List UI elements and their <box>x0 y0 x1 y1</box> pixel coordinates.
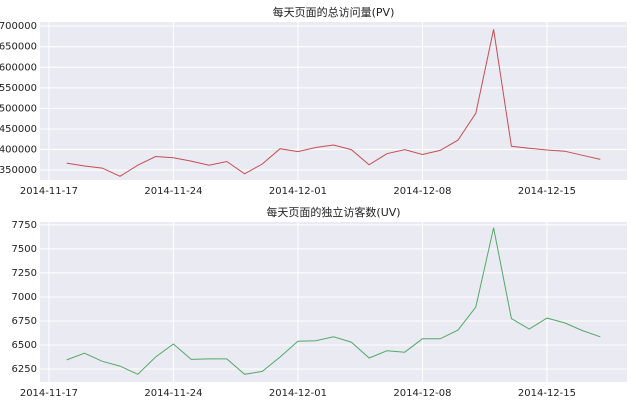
line-series <box>66 29 601 177</box>
line-series <box>66 227 601 375</box>
y-tick-label: 500000 <box>0 103 37 114</box>
x-tick-label: 2014-11-24 <box>144 388 202 399</box>
y-tick-label: 7500 <box>12 244 37 255</box>
x-tick-label: 2014-11-17 <box>20 388 78 399</box>
y-tick-label: 550000 <box>0 83 37 94</box>
chart-title: 每天页面的总访问量(PV) <box>273 5 395 19</box>
y-tick-label: 6750 <box>12 316 37 327</box>
y-tick-label: 6250 <box>12 364 37 375</box>
x-tick-label: 2014-11-24 <box>144 186 202 197</box>
x-tick-label: 2014-12-08 <box>393 186 451 197</box>
y-tick-label: 350000 <box>0 165 37 176</box>
y-tick-label: 7250 <box>12 268 37 279</box>
y-tick-label: 650000 <box>0 42 37 53</box>
chart-title: 每天页面的独立访客数(UV) <box>266 205 400 219</box>
y-tick-label: 700000 <box>0 21 37 32</box>
plot-area <box>40 222 627 382</box>
y-tick-label: 6500 <box>12 340 37 351</box>
x-tick-label: 2014-12-08 <box>393 388 451 399</box>
x-tick-label: 2014-12-15 <box>518 388 576 399</box>
y-tick-label: 450000 <box>0 124 37 135</box>
y-tick-label: 400000 <box>0 145 37 156</box>
x-tick-label: 2014-12-01 <box>269 186 327 197</box>
x-tick-label: 2014-12-15 <box>518 186 576 197</box>
y-tick-label: 7000 <box>12 292 37 303</box>
plot-area <box>40 22 627 180</box>
x-tick-label: 2014-12-01 <box>269 388 327 399</box>
y-tick-label: 600000 <box>0 62 37 73</box>
y-tick-label: 7750 <box>12 220 37 231</box>
x-tick-label: 2014-11-17 <box>20 186 78 197</box>
